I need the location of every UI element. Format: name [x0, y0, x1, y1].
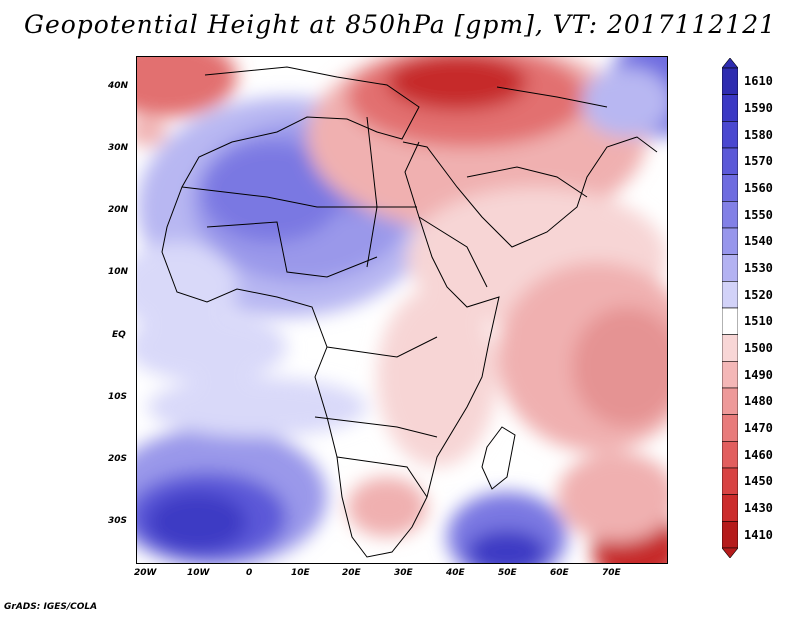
- colorbar-swatch: [722, 254, 738, 282]
- colorbar-swatch: [722, 361, 738, 389]
- colorbar-level-label: 1430: [744, 501, 773, 515]
- lon-label: 30E: [394, 568, 413, 578]
- colorbar-swatch: [722, 387, 738, 415]
- colorbar-level-label: 1410: [744, 527, 773, 542]
- lon-label: 0: [246, 568, 253, 578]
- lon-label: 60E: [550, 568, 569, 578]
- colorbar-level-label: 1580: [744, 127, 773, 142]
- colorbar-swatch: [722, 227, 738, 255]
- lat-label: 10N: [108, 267, 129, 277]
- colorbar: [722, 58, 738, 558]
- colorbar-swatch: [722, 334, 738, 362]
- credit-text: GrADS: IGES/COLA: [4, 602, 98, 612]
- colorbar-arrow-top: [722, 58, 738, 69]
- colorbar-level-label: 1540: [744, 234, 773, 249]
- colorbar-level-label: 1510: [744, 314, 773, 329]
- lat-label: EQ: [112, 330, 126, 340]
- lon-label: 20W: [134, 568, 157, 578]
- colorbar-swatch: [722, 67, 738, 95]
- colorbar-arrow-bottom: [722, 547, 738, 558]
- colorbar-level-label: 1560: [744, 181, 773, 195]
- lon-label: 50E: [498, 568, 517, 578]
- colorbar-swatch: [722, 494, 738, 522]
- colorbar-swatch: [722, 281, 738, 309]
- colorbar-level-label: 1500: [744, 341, 773, 355]
- colorbar-swatch: [722, 147, 738, 175]
- low-pressure-nw: [137, 57, 237, 117]
- colorbar-swatch: [722, 521, 738, 549]
- lat-label: 20N: [108, 205, 129, 215]
- geopotential-field: [137, 57, 667, 563]
- lat-label: 10S: [108, 392, 128, 402]
- colorbar-swatch: [722, 441, 738, 469]
- colorbar-swatch: [722, 414, 738, 442]
- map-title: Geopotential Height at 850hPa [gpm], VT:…: [23, 10, 777, 39]
- colorbar-level-label: 1590: [744, 101, 773, 115]
- colorbar-level-label: 1480: [744, 394, 773, 409]
- colorbar-level-label: 1610: [744, 74, 773, 89]
- lat-label: 30N: [108, 143, 129, 153]
- colorbar-level-label: 1450: [744, 474, 773, 489]
- lon-label: 70E: [602, 568, 621, 578]
- lon-label: 40E: [446, 568, 465, 578]
- lat-label: 20S: [108, 454, 128, 464]
- colorbar-level-label: 1550: [744, 207, 773, 222]
- colorbar-swatch: [722, 467, 738, 495]
- colorbar-swatch: [722, 121, 738, 149]
- colorbar-level-label: 1570: [744, 154, 773, 169]
- colorbar-level-label: 1470: [744, 421, 773, 435]
- colorbar-swatch: [722, 94, 738, 122]
- lon-label: 20E: [342, 568, 361, 578]
- colorbar-level-label: 1530: [744, 261, 773, 275]
- lon-label: 10E: [291, 568, 310, 578]
- colorbar-swatch: [722, 307, 738, 335]
- map-panel: [136, 56, 668, 564]
- lat-label: 40N: [108, 81, 129, 91]
- coastlines: [161, 66, 658, 558]
- colorbar-level-label: 1520: [744, 287, 773, 302]
- colorbar-level-label: 1460: [744, 447, 773, 462]
- lon-label: 10W: [187, 568, 210, 578]
- colorbar-level-label: 1490: [744, 367, 773, 382]
- lat-label: 30S: [108, 516, 128, 526]
- colorbar-swatch: [722, 174, 738, 202]
- colorbar-swatch: [722, 201, 738, 229]
